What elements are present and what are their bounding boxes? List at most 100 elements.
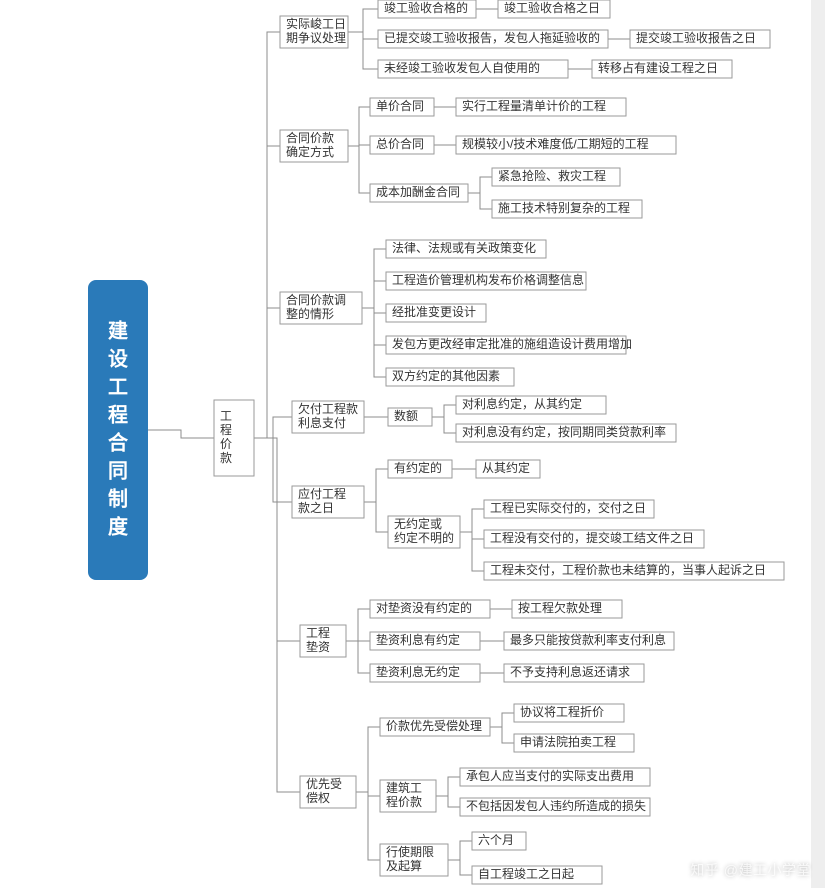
node-text: 偿权	[306, 790, 330, 805]
mindmap-node: 实行工程量清单计价的工程	[456, 98, 626, 116]
mindmap-node: 施工技术特别复杂的工程	[492, 200, 642, 218]
node-text: 工程已实际交付的，交付之日	[490, 500, 646, 515]
mindmap-link	[254, 417, 292, 438]
node-text: 不予支持利息返还请求	[510, 664, 630, 679]
mindmap-link	[432, 417, 456, 433]
mindmap-node: 工程已实际交付的，交付之日	[484, 500, 654, 518]
node-text: 价	[220, 437, 232, 451]
node-text: 协议将工程折价	[520, 704, 604, 719]
mindmap-node: 提交竣工验收报告之日	[630, 30, 770, 48]
node-text: 自工程竣工之日起	[478, 866, 574, 881]
node-text: 双方约定的其他因素	[392, 368, 500, 383]
mindmap-link	[254, 308, 280, 438]
node-text: 有约定的	[394, 460, 442, 475]
node-text: 未经竣工验收发包人自使用的	[384, 60, 540, 75]
mindmap-node: 申请法院拍卖工程	[514, 734, 634, 752]
node-text: 已提交竣工验收报告，发包人拖延验收的	[384, 30, 600, 45]
mindmap-canvas: 建设工程合同制度工程价款实际峻工日期争议处理竣工验收合格的竣工验收合格之日已提交…	[0, 0, 825, 888]
mindmap-link	[436, 777, 460, 796]
node-text: 整的情形	[286, 306, 334, 321]
node-text: 约定不明的	[394, 530, 454, 545]
node-text: 从其约定	[482, 460, 530, 475]
mindmap-node: 工程未交付，工程价款也未结算的，当事人起诉之日	[484, 562, 784, 580]
node-text: 承包人应当支付的实际支出费用	[466, 768, 634, 783]
mindmap-node: 法律、法规或有关政策变化	[386, 240, 546, 258]
root-text-char: 设	[108, 347, 128, 370]
node-text: 建筑工	[386, 780, 422, 795]
mindmap-node: 规模较小/技术难度低/工期短的工程	[456, 136, 676, 154]
mindmap-node: 工程价款	[214, 400, 254, 476]
node-text: 合同价款	[286, 130, 334, 145]
node-text: 六个月	[478, 833, 514, 847]
mindmap-node: 行使期限及起算	[380, 844, 448, 876]
mindmap-node: 总价合同	[370, 136, 434, 154]
mindmap-node: 竣工验收合格之日	[498, 0, 610, 18]
node-text: 实际峻工日	[286, 16, 346, 31]
mindmap-node: 未经竣工验收发包人自使用的	[378, 60, 568, 78]
mindmap-node: 协议将工程折价	[514, 704, 624, 722]
root-text-char: 同	[108, 460, 128, 482]
node-text: 行使期限	[386, 844, 434, 859]
mindmap-link	[436, 796, 460, 807]
mindmap-node: 六个月	[472, 832, 526, 850]
mindmap-node: 竣工验收合格的	[378, 0, 476, 18]
node-text: 转移占有建设工程之日	[598, 60, 718, 75]
node-text: 工程	[306, 625, 330, 640]
node-text: 价款优先受偿处理	[386, 718, 482, 733]
mindmap-node: 应付工程款之日	[292, 486, 364, 518]
mindmap-node: 垫资利息有约定	[370, 632, 480, 650]
node-text: 对利息约定，从其约定	[462, 396, 582, 411]
mindmap-link	[364, 469, 388, 502]
mindmap-link	[254, 438, 292, 502]
node-text: 数额	[394, 408, 418, 423]
mindmap-link	[364, 502, 388, 532]
watermark: 知乎 @建工小学堂	[690, 860, 811, 880]
root-node: 建设工程合同制度	[88, 280, 148, 580]
root-text-char: 制	[108, 487, 128, 510]
mindmap-node: 不予支持利息返还请求	[504, 664, 644, 682]
node-text: 法律、法规或有关政策变化	[392, 240, 536, 255]
mindmap-link	[490, 713, 514, 727]
node-text: 优先受	[306, 777, 342, 791]
mindmap-link	[448, 860, 472, 875]
node-text: 提交竣工验收报告之日	[636, 30, 756, 45]
mindmap-node: 优先受偿权	[300, 776, 356, 808]
node-text: 款	[220, 451, 232, 465]
mindmap-node: 最多只能按贷款利率支付利息	[504, 632, 674, 650]
mindmap-node: 合同价款确定方式	[280, 130, 348, 162]
mindmap-link	[348, 9, 378, 32]
mindmap-link	[348, 146, 370, 193]
mindmap-node: 成本加酬金合同	[370, 184, 468, 202]
node-text: 利息支付	[298, 415, 346, 430]
mindmap-node: 价款优先受偿处理	[380, 718, 490, 736]
node-text: 工程未交付，工程价款也未结算的，当事人起诉之日	[490, 562, 766, 577]
node-text: 对利息没有约定，按同期同类贷款利率	[462, 424, 666, 439]
mindmap-link	[460, 509, 484, 532]
mindmap-node: 工程垫资	[300, 625, 346, 657]
node-text: 垫资	[306, 639, 330, 654]
mindmap-node: 合同价款调整的情形	[280, 292, 362, 324]
mindmap-link	[468, 177, 492, 193]
mindmap-node: 有约定的	[388, 460, 452, 478]
node-text: 竣工验收合格之日	[504, 0, 600, 15]
node-text: 经批准变更设计	[392, 304, 476, 319]
node-text: 工程没有交付的，提交竣工结文件之日	[490, 530, 694, 545]
node-text: 期争议处理	[286, 31, 346, 45]
node-text: 单价合同	[376, 98, 424, 113]
mindmap-node: 欠付工程款利息支付	[292, 401, 364, 433]
node-text: 竣工验收合格的	[384, 0, 468, 15]
mindmap-link	[148, 430, 214, 438]
mindmap-link	[362, 308, 386, 377]
mindmap-node: 对利息约定，从其约定	[456, 396, 606, 414]
node-text: 确定方式	[286, 144, 334, 159]
mindmap-link	[362, 281, 386, 308]
mindmap-node: 建筑工程价款	[380, 780, 436, 812]
mindmap-node: 转移占有建设工程之日	[592, 60, 732, 78]
mindmap-link	[346, 641, 370, 673]
mindmap-node: 工程没有交付的，提交竣工结文件之日	[484, 530, 704, 548]
right-gutter	[811, 0, 825, 888]
node-text: 应付工程	[298, 486, 346, 501]
root-text-char: 建	[108, 318, 128, 342]
mindmap-node: 不包括因发包人违约所造成的损失	[460, 798, 650, 816]
root-text-char: 度	[108, 514, 129, 538]
